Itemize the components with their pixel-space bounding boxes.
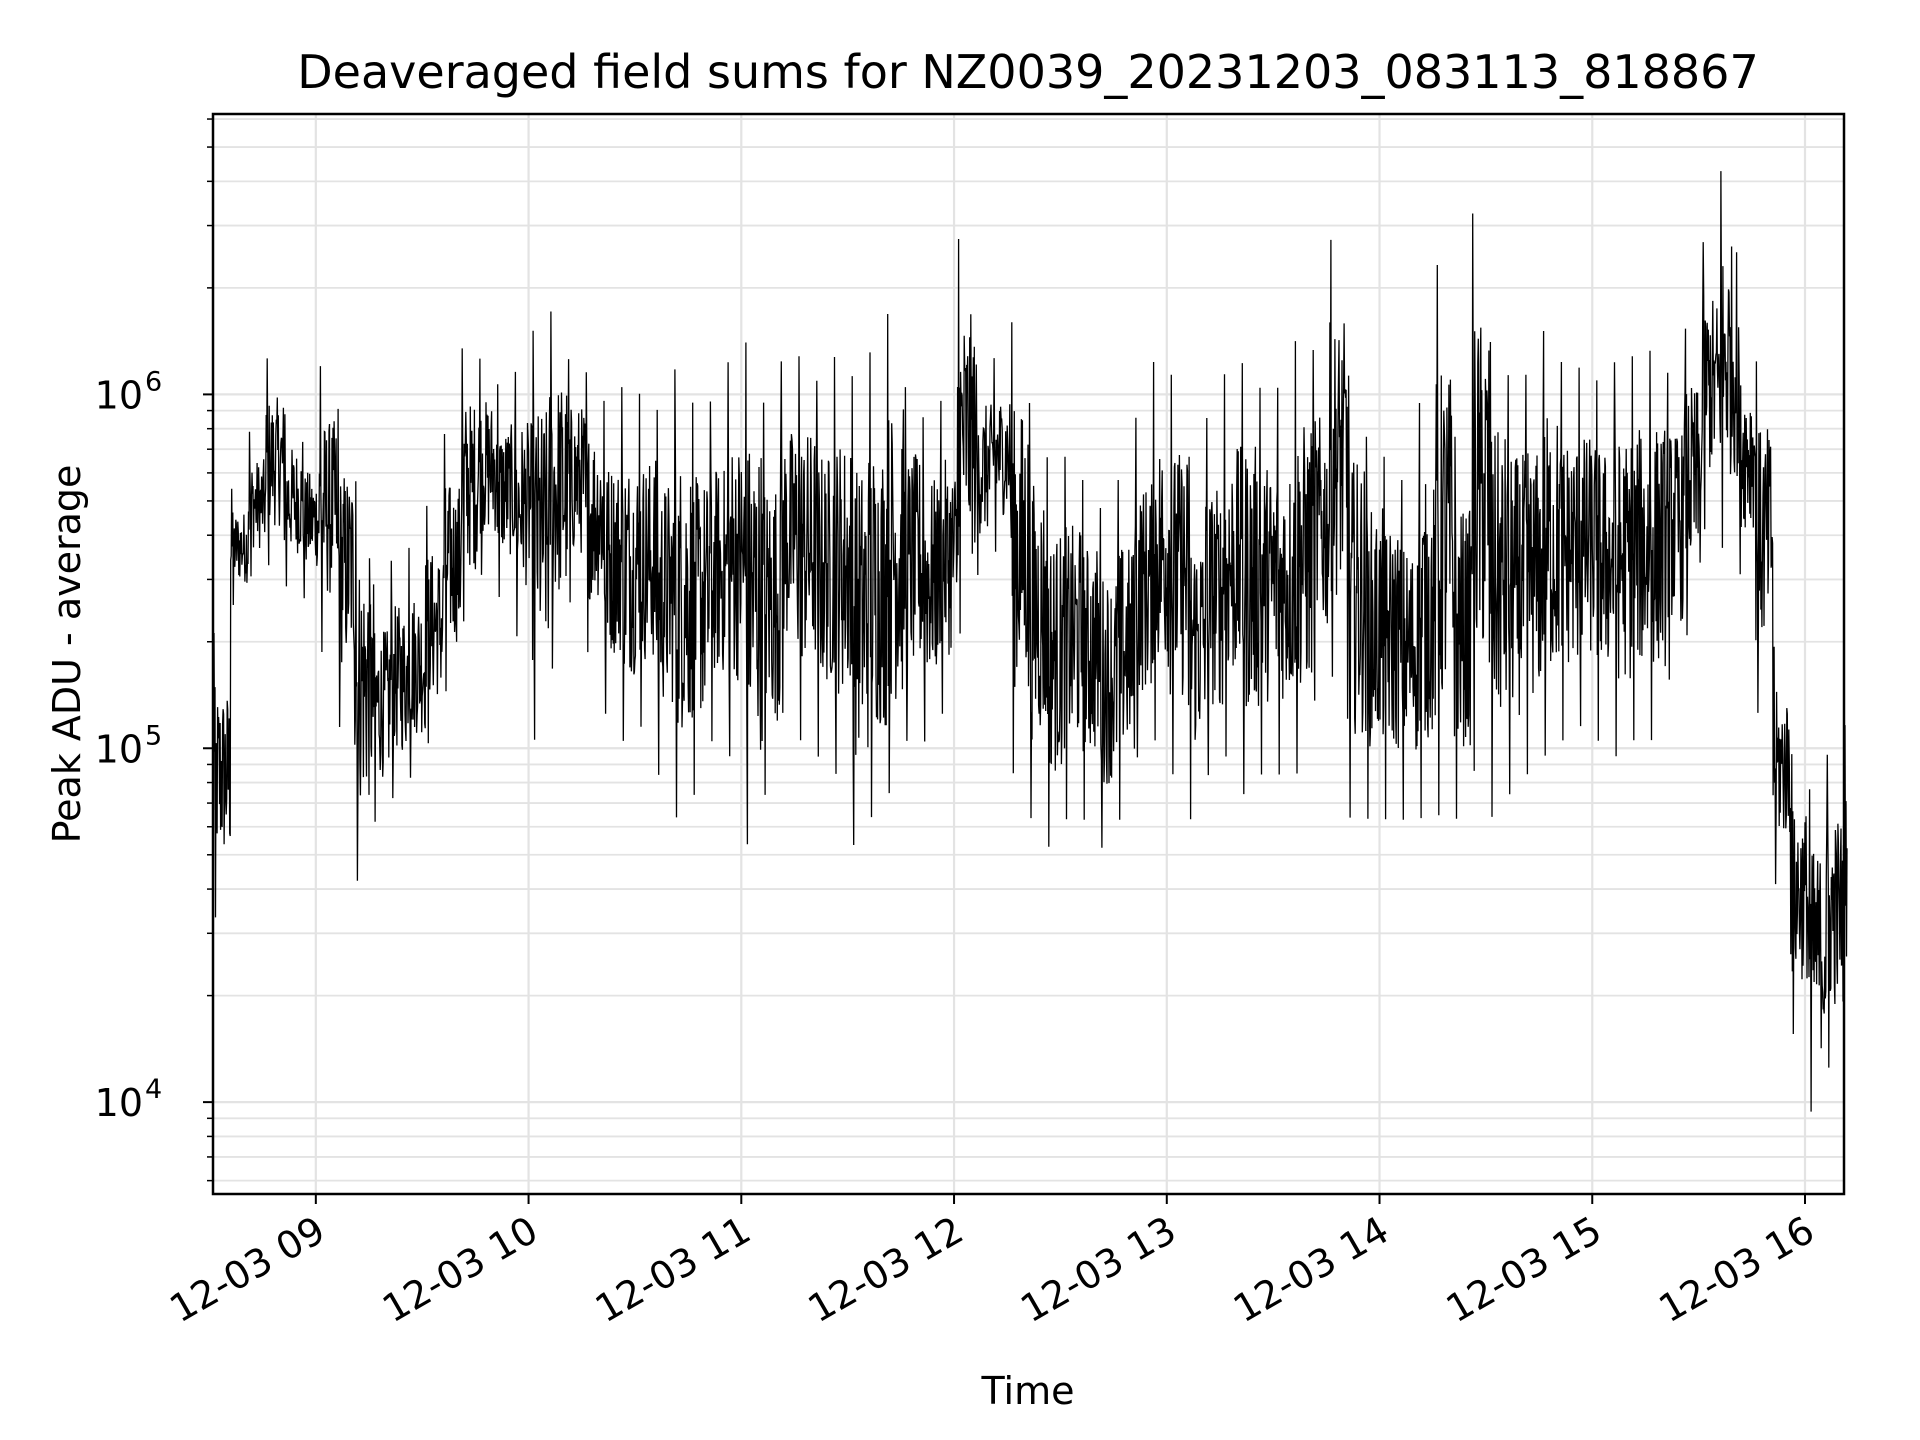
series-line bbox=[212, 171, 1848, 1112]
x-axis-label: Time bbox=[981, 1369, 1075, 1413]
y-axis-label: Peak ADU - average bbox=[45, 465, 89, 844]
y-tick-label: 10 5 bbox=[95, 720, 163, 771]
y-tick-label: 10 6 bbox=[95, 366, 163, 417]
plot-frame bbox=[211, 112, 1846, 1196]
series-layer bbox=[212, 171, 1848, 1112]
y-tick-label-base: 10 bbox=[95, 373, 143, 417]
chart-title: Deaveraged field sums for NZ0039_2023120… bbox=[297, 45, 1758, 99]
grid-layer bbox=[213, 114, 1844, 1194]
y-tick-label-base: 10 bbox=[95, 727, 143, 771]
y-tick-label-exponent: 4 bbox=[145, 1074, 162, 1105]
y-tick-label-base: 10 bbox=[95, 1081, 143, 1125]
y-tick-label-exponent: 5 bbox=[145, 720, 162, 751]
y-tick-label: 10 4 bbox=[95, 1074, 163, 1125]
y-tick-label-exponent: 6 bbox=[145, 366, 162, 397]
